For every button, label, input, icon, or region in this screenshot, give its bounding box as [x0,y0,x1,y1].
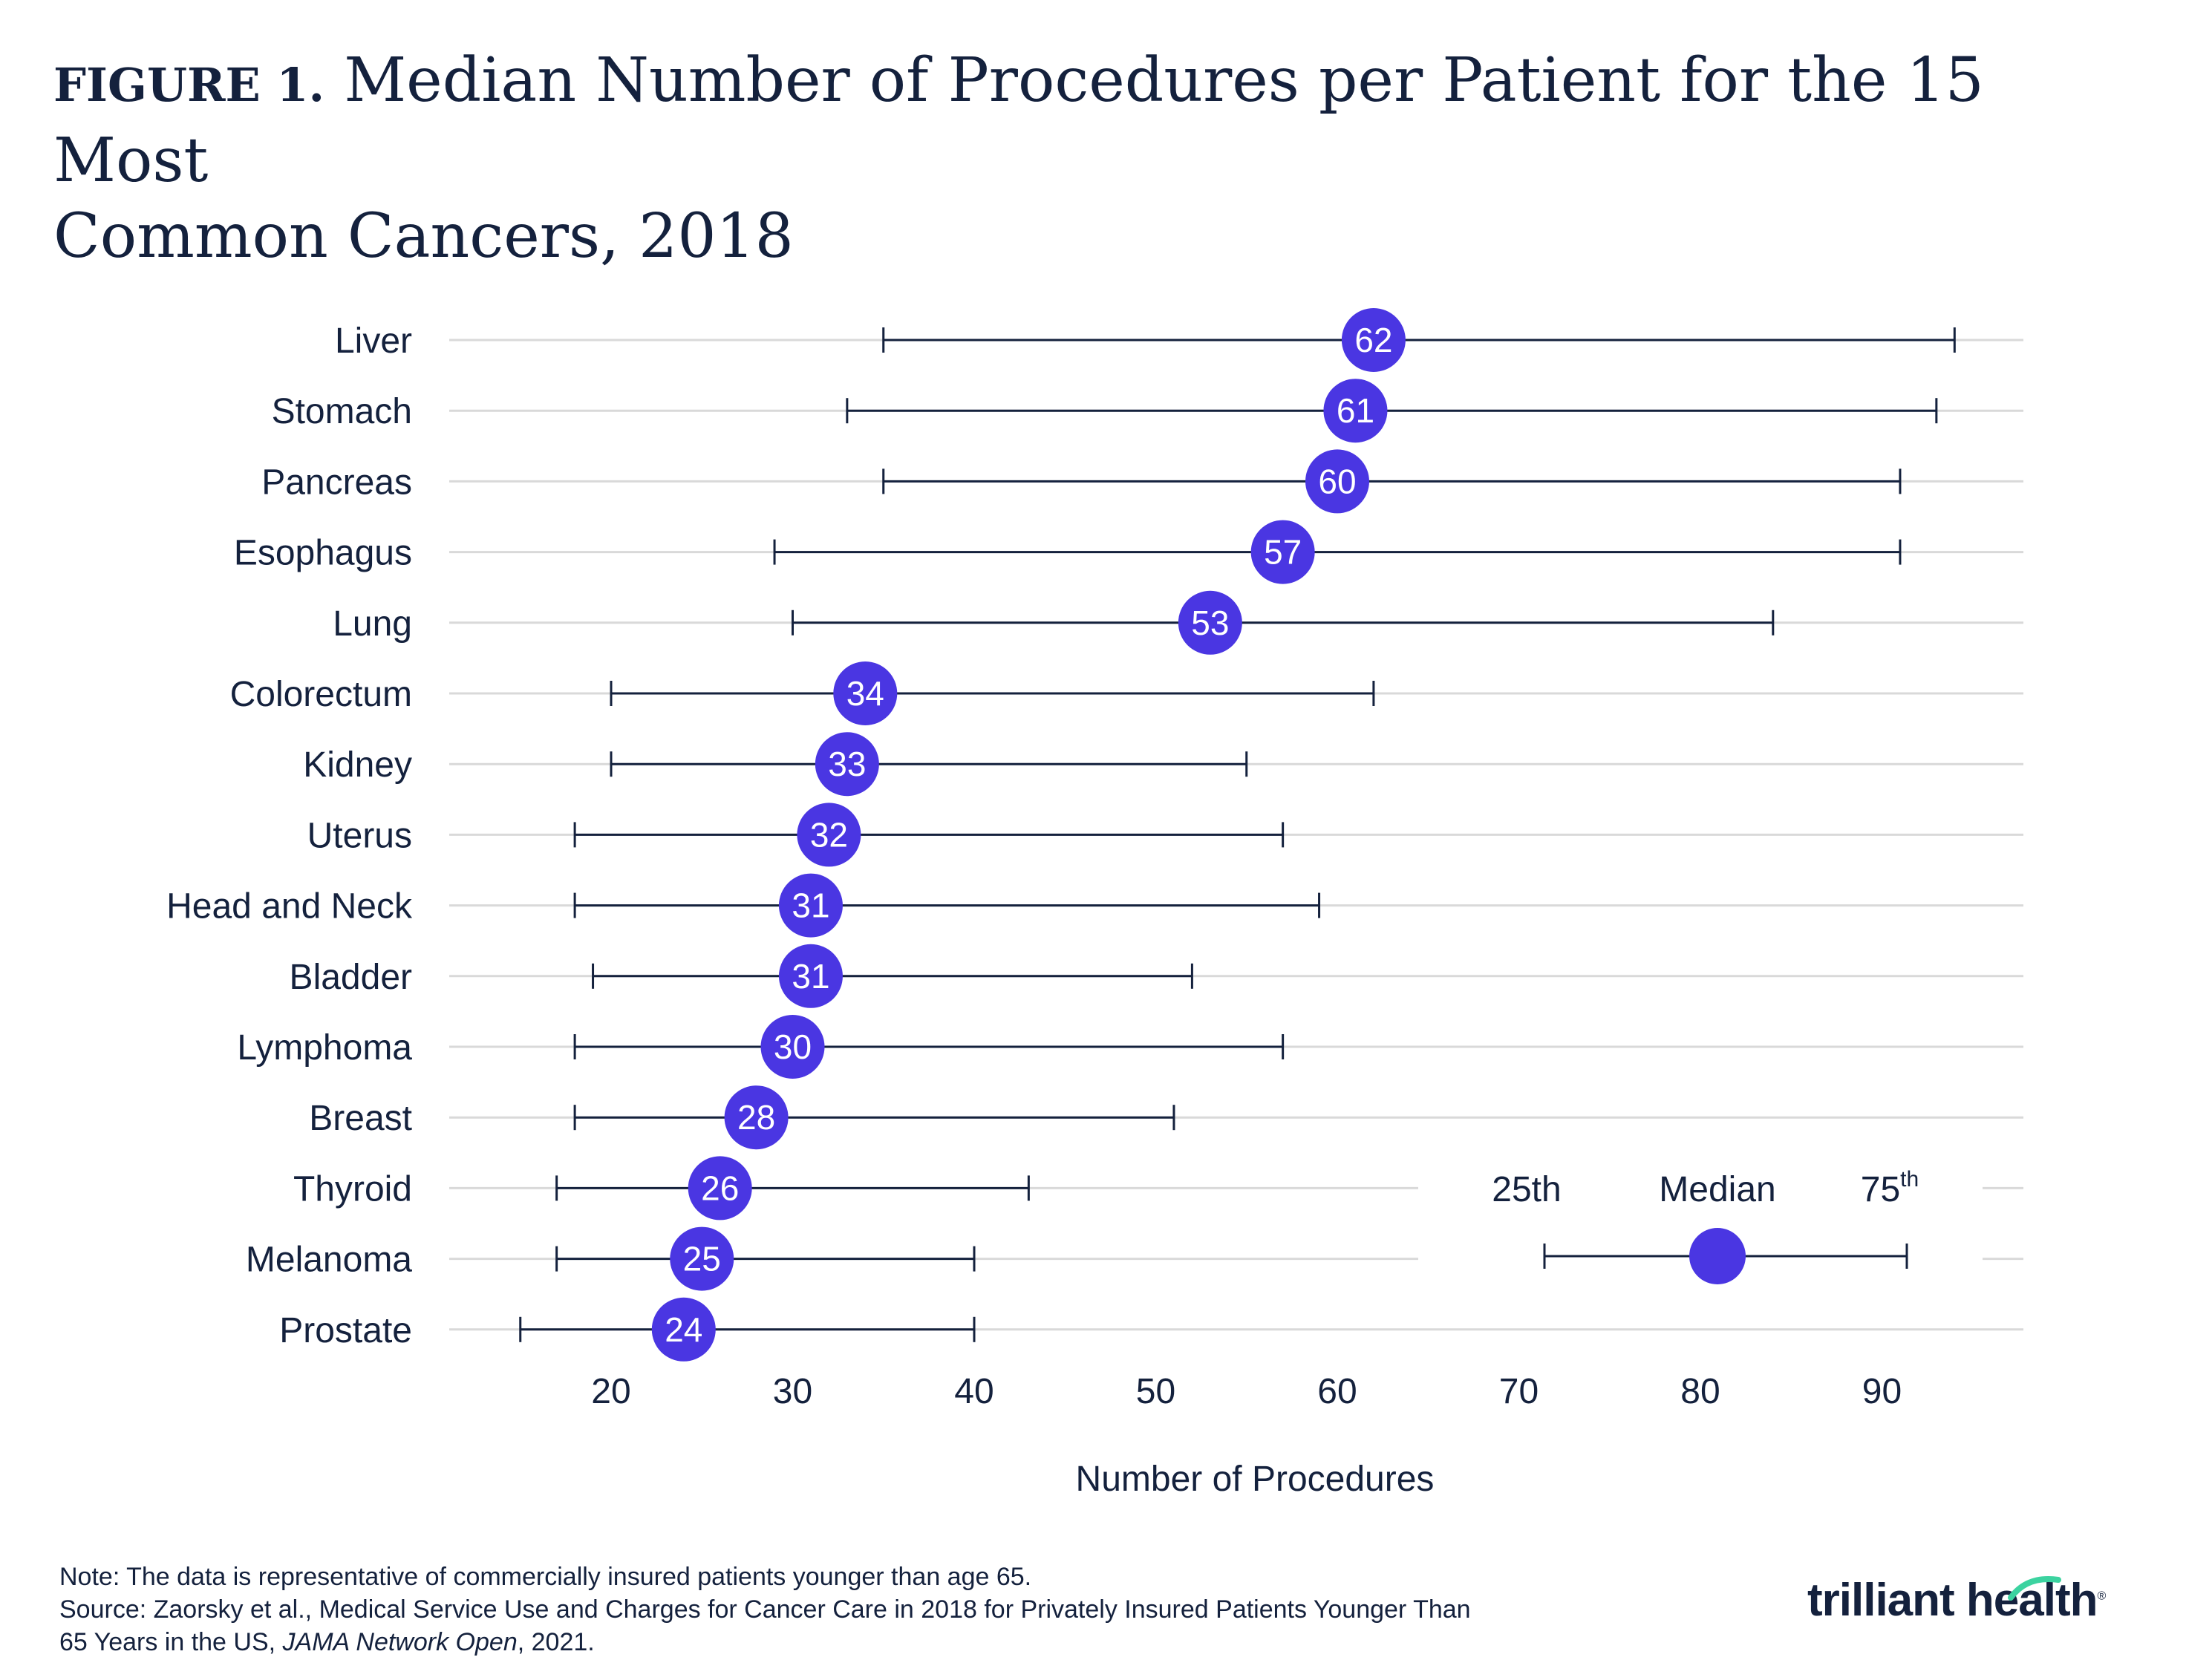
logo-swoosh-icon [2008,1576,2061,1601]
footer: Note: The data is representative of comm… [59,1561,1693,1659]
median-dot [724,1085,789,1150]
brand-logo-text: trilliant health [1807,1575,2098,1626]
source-text: 65 Years in the US, [59,1628,283,1656]
median-value-label: 26 [701,1169,739,1207]
registered-mark: ® [2097,1589,2106,1603]
chart-title: FIGURE 1. Median Number of Procedures pe… [53,43,2133,275]
x-tick-label: 50 [1136,1372,1175,1411]
median-value-label: 62 [1354,321,1392,359]
median-dot [1250,520,1315,584]
median-value-label: 32 [810,815,848,854]
legend-median-label: Median [1659,1170,1775,1209]
category-label: Lung [333,604,412,644]
category-label: Breast [309,1099,412,1138]
dot-layer: 62 61 60 57 53 34 33 32 31 31 30 28 26 25 24 [651,308,1406,1362]
legend-75th-suffix: th [1900,1167,1919,1192]
category-label: Melanoma [246,1241,412,1280]
category-label: Uterus [307,816,412,855]
x-tick-label: 60 [1317,1372,1357,1411]
median-dot [833,661,898,725]
median-dot [1178,590,1242,655]
x-tick-label: 30 [773,1372,812,1411]
category-label: Liver [335,321,412,361]
brand-logo: trilliant health® [1807,1574,2106,1627]
category-label: Bladder [290,958,412,997]
footer-note: Note: The data is representative of comm… [59,1563,1032,1591]
x-axis-title: Number of Procedures [1076,1460,1435,1499]
category-label: Prostate [279,1311,412,1350]
median-value-label: 33 [828,745,866,783]
category-label: Pancreas [261,463,412,502]
category-label: Colorectum [230,675,412,714]
category-label: Thyroid [293,1169,412,1209]
x-tick-label: 40 [954,1372,994,1411]
median-value-label: 61 [1337,391,1374,430]
category-label: Lymphoma [237,1028,412,1068]
median-dot [815,732,879,797]
median-dot [778,873,843,938]
category-label: Kidney [303,745,412,785]
x-tick-label: 80 [1680,1372,1720,1411]
median-dot [688,1156,752,1221]
legend-75th-label: 75th [1861,1167,1919,1209]
x-axis-ticks: 20 30 40 50 60 70 80 90 [591,1372,1902,1411]
title-line-1: Median Number of Procedures per Patient … [53,45,1984,196]
source-journal: JAMA Network Open [282,1628,518,1656]
median-value-label: 31 [792,886,829,925]
x-tick-label: 90 [1862,1372,1902,1411]
category-labels: Liver Stomach Pancreas Esophagus Lung Colorec… [166,321,413,1350]
median-dot [1341,308,1406,372]
median-value-label: 28 [737,1098,775,1137]
category-label: Stomach [272,392,412,431]
median-dot [778,944,843,1008]
median-value-label: 34 [846,674,884,713]
x-tick-label: 20 [591,1372,630,1411]
title-line-2: Common Cancers, 2018 [53,201,794,272]
median-dot [670,1226,734,1291]
median-dot [1305,449,1369,514]
median-value-label: 30 [774,1027,812,1066]
figure-label: FIGURE 1. [53,58,325,112]
legend-marks [1543,1228,1908,1284]
median-value-label: 60 [1318,462,1356,500]
median-value-label: 53 [1191,604,1229,642]
category-label: Esophagus [234,534,412,573]
legend-median-dot [1689,1228,1746,1284]
category-label: Head and Neck [166,887,413,927]
legend: 25th Median 75th [1492,1167,1919,1284]
source-year: , 2021. [517,1628,595,1656]
footer-source-line-1: Source: Zaorsky et al., Medical Service … [59,1595,1471,1624]
median-dot [760,1015,825,1079]
range-layer [519,327,1956,1342]
legend-25th-label: 25th [1492,1170,1561,1209]
median-dot [797,803,861,867]
x-tick-label: 70 [1499,1372,1539,1411]
median-value-label: 25 [683,1240,721,1278]
median-value-label: 57 [1264,533,1302,572]
median-dot [651,1297,716,1362]
legend-75th-number: 75 [1861,1170,1900,1209]
median-value-label: 24 [665,1310,702,1349]
median-dot [1323,379,1388,443]
median-value-label: 31 [792,957,829,996]
footer-source-line-2: 65 Years in the US, JAMA Network Open, 2… [59,1626,1693,1659]
